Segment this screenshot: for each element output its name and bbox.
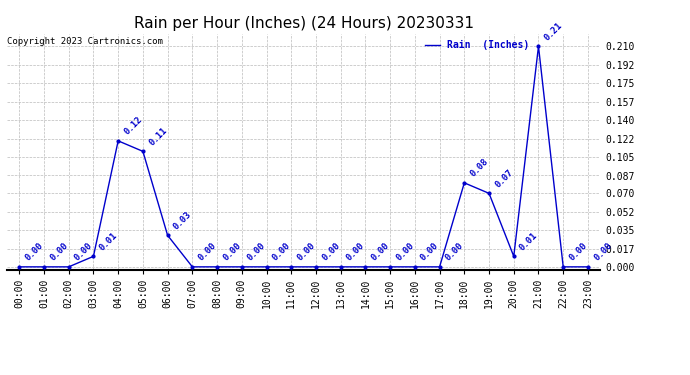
- Text: Copyright 2023 Cartronics.com: Copyright 2023 Cartronics.com: [8, 37, 164, 46]
- Text: 0.01: 0.01: [518, 231, 540, 252]
- Text: 0.08: 0.08: [469, 157, 490, 178]
- Text: 0.00: 0.00: [592, 241, 613, 262]
- Text: 0.12: 0.12: [122, 115, 144, 136]
- Text: 0.00: 0.00: [221, 241, 243, 262]
- Legend: Rain  (Inches): Rain (Inches): [421, 36, 533, 54]
- Text: 0.21: 0.21: [542, 21, 564, 42]
- Text: 0.00: 0.00: [246, 241, 268, 262]
- Text: 0.00: 0.00: [370, 241, 391, 262]
- Text: 0.00: 0.00: [197, 241, 218, 262]
- Text: 0.00: 0.00: [444, 241, 465, 262]
- Text: 0.03: 0.03: [172, 210, 193, 231]
- Text: 0.00: 0.00: [567, 241, 589, 262]
- Text: 0.00: 0.00: [48, 241, 70, 262]
- Text: 0.00: 0.00: [320, 241, 342, 262]
- Text: 0.07: 0.07: [493, 168, 515, 189]
- Text: 0.00: 0.00: [419, 241, 441, 262]
- Text: 0.01: 0.01: [97, 231, 119, 252]
- Text: 0.00: 0.00: [394, 241, 416, 262]
- Text: 0.00: 0.00: [295, 241, 317, 262]
- Title: Rain per Hour (Inches) (24 Hours) 20230331: Rain per Hour (Inches) (24 Hours) 202303…: [134, 16, 473, 31]
- Text: 0.00: 0.00: [345, 241, 366, 262]
- Text: 0.11: 0.11: [147, 126, 168, 147]
- Text: 0.00: 0.00: [73, 241, 95, 262]
- Text: 0.00: 0.00: [270, 241, 293, 262]
- Text: 0.00: 0.00: [23, 241, 45, 262]
